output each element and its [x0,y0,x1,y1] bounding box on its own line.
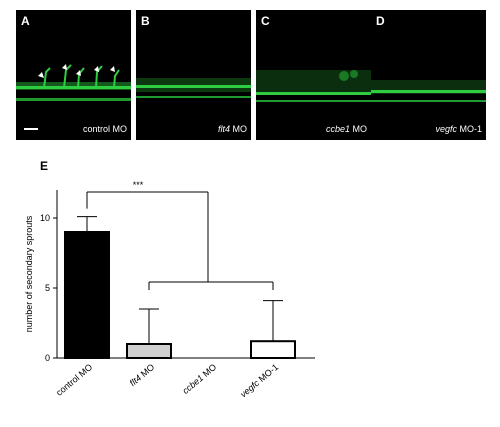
panel-letter: D [376,14,385,28]
scale-bar [24,128,38,130]
panel-caption: vegfc MO-1 [435,124,482,134]
panel-a-image [16,64,131,101]
panel-d-image [371,80,486,102]
panel-d: D vegfc MO-1 [371,10,486,140]
panel-caption: control MO [82,124,127,134]
bar [126,343,172,359]
x-tick-label: flt4 MO [128,362,157,388]
bar [250,340,296,359]
panel-c-image [256,70,371,102]
x-tick-label: ccbe1 MO [180,362,218,396]
panel-b: B flt4 MO [136,10,251,140]
panel-letter: C [261,14,270,28]
panel-letter-e: E [40,159,48,173]
x-tick-label: vegfc MO-1 [238,362,280,400]
panel-letter: A [21,14,30,28]
y-axis-label: number of secondary sprouts [24,215,34,332]
panel-caption: flt4 MO [217,124,247,134]
y-tick-label: 10 [40,213,50,223]
panel-a: A control MO [16,10,131,140]
bar [64,231,110,359]
x-tick-label: control MO [54,362,94,398]
bar-chart: E 0 5 10 number of secondary sprouts control… [24,159,315,400]
panel-letter: B [141,14,150,28]
y-tick-label: 5 [45,283,50,293]
panel-c: C ccbe1 MO [256,10,371,140]
significance-marker: *** [133,180,144,190]
panel-b-image [136,78,251,98]
panel-caption: ccbe1 MO [325,124,367,134]
y-tick-label: 0 [45,353,50,363]
